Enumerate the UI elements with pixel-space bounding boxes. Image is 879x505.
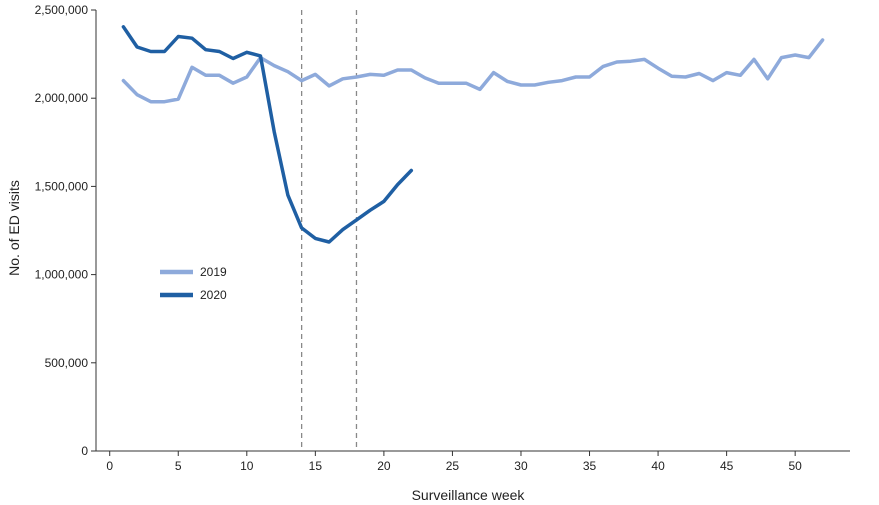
y-tick-label: 1,500,000 (35, 179, 89, 193)
x-tick-label: 25 (446, 459, 460, 473)
x-tick-label: 45 (720, 459, 734, 473)
x-axis-ticks: 0 5 10 15 20 25 30 35 40 45 50 (106, 451, 802, 473)
series-line-2020 (121, 25, 414, 244)
legend: 2019 2020 (160, 265, 227, 302)
series-lines (121, 25, 825, 244)
reference-lines (300, 10, 358, 451)
x-tick-label: 30 (514, 459, 528, 473)
x-tick-label: 20 (377, 459, 391, 473)
legend-label-2019: 2019 (200, 265, 227, 279)
x-tick-label: 0 (106, 459, 113, 473)
y-tick-label: 500,000 (45, 356, 89, 370)
x-tick-label: 35 (583, 459, 597, 473)
y-tick-label: 2,500,000 (35, 3, 89, 17)
y-axis-ticks: 0 500,000 1,000,000 1,500,000 2,000,000 2,500… (35, 3, 96, 458)
y-tick-label: 2,000,000 (35, 91, 89, 105)
y-tick-label: 0 (81, 444, 88, 458)
x-tick-label: 10 (240, 459, 254, 473)
series-line-2019 (121, 38, 825, 104)
x-tick-label: 50 (788, 459, 802, 473)
y-axis-title: No. of ED visits (6, 180, 22, 276)
axes (95, 10, 850, 452)
y-tick-label: 1,000,000 (35, 268, 89, 282)
x-axis-title: Surveillance week (412, 487, 526, 503)
x-tick-label: 15 (309, 459, 323, 473)
x-tick-label: 5 (175, 459, 182, 473)
x-tick-label: 40 (651, 459, 665, 473)
legend-label-2020: 2020 (200, 288, 227, 302)
